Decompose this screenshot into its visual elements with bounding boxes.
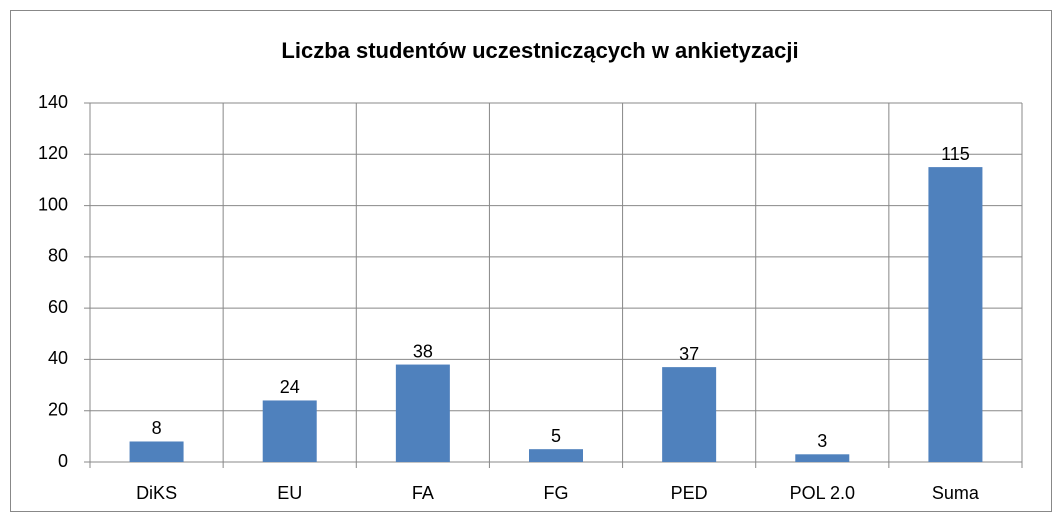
data-label: 38 xyxy=(413,341,433,361)
y-tick-label: 40 xyxy=(48,348,68,368)
data-label: 37 xyxy=(679,344,699,364)
data-label: 8 xyxy=(152,418,162,438)
x-tick-label: Suma xyxy=(932,483,980,503)
y-tick-label: 140 xyxy=(38,92,68,112)
x-tick-label: DiKS xyxy=(136,483,177,503)
chart-border xyxy=(10,10,1052,512)
x-tick-label: FA xyxy=(412,483,434,503)
bar xyxy=(395,364,450,462)
bar xyxy=(795,454,850,462)
x-tick-label: POL 2.0 xyxy=(790,483,855,503)
y-tick-label: 0 xyxy=(58,451,68,471)
x-tick-label: EU xyxy=(277,483,302,503)
bar xyxy=(129,441,184,462)
data-label: 115 xyxy=(941,144,970,164)
y-tick-label: 20 xyxy=(48,399,68,419)
bar xyxy=(662,367,717,462)
y-tick-label: 100 xyxy=(38,194,68,214)
y-tick-label: 80 xyxy=(48,246,68,266)
bar xyxy=(262,400,317,462)
x-tick-label: FG xyxy=(544,483,569,503)
bar xyxy=(529,449,583,462)
data-label: 3 xyxy=(817,431,827,451)
data-label: 5 xyxy=(551,426,561,446)
x-tick-label: PED xyxy=(671,483,708,503)
chart-title: Liczba studentów uczestniczących w ankie… xyxy=(281,38,798,63)
data-label: 24 xyxy=(280,377,300,397)
bar xyxy=(928,167,983,462)
y-tick-label: 120 xyxy=(38,143,68,163)
y-tick-label: 60 xyxy=(48,297,68,317)
